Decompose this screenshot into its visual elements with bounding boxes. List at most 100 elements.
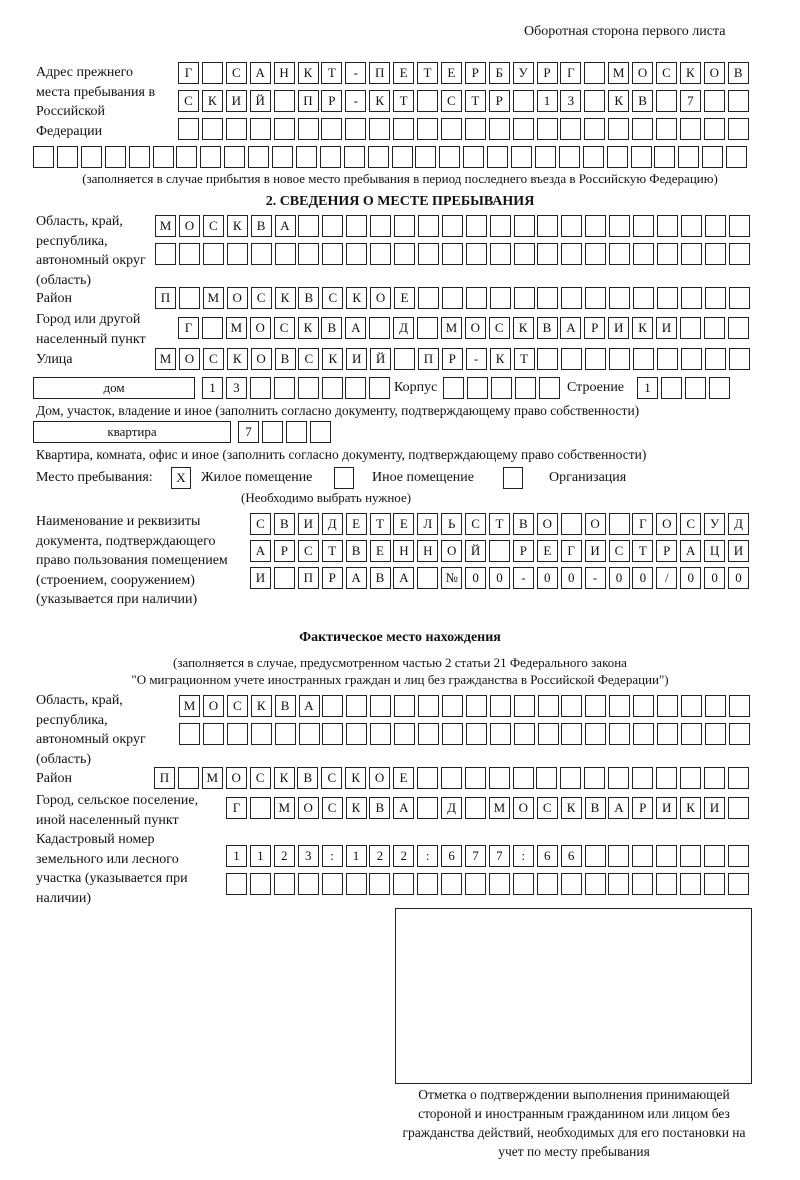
char-cell[interactable] [369,317,391,339]
char-cell[interactable] [465,797,486,819]
char-cell[interactable]: А [274,215,296,237]
char-cell[interactable]: Г [178,62,199,84]
char-cell[interactable] [273,567,295,589]
char-cell[interactable]: 2 [273,845,295,867]
char-cell[interactable]: П [369,62,391,84]
char-cell[interactable] [33,146,54,168]
char-cell[interactable] [727,118,749,140]
char-cell[interactable]: : [321,845,343,867]
char-cell[interactable] [633,348,654,370]
char-cell[interactable] [226,873,247,895]
char-cell[interactable]: 7 [465,845,486,867]
char-cell[interactable] [679,767,701,789]
char-cell[interactable] [680,215,702,237]
char-cell[interactable]: С [440,90,462,112]
char-cell[interactable]: О [250,348,272,370]
char-cell[interactable]: К [560,797,582,819]
char-cell[interactable] [249,377,271,399]
char-cell[interactable]: Д [728,513,749,535]
char-cell[interactable] [680,287,702,309]
char-cell[interactable] [249,118,271,140]
char-cell[interactable] [728,348,750,370]
char-cell[interactable]: С [298,348,320,370]
char-cell[interactable] [584,90,606,112]
char-cell[interactable] [704,287,726,309]
char-cell[interactable] [441,215,463,237]
char-cell[interactable] [345,377,367,399]
char-cell[interactable]: О [584,513,606,535]
char-cell[interactable]: 0 [704,567,726,589]
char-cell[interactable] [394,348,415,370]
char-cell[interactable]: О [178,215,200,237]
char-cell[interactable] [393,873,415,895]
char-cell[interactable]: С [488,317,510,339]
char-cell[interactable] [537,215,559,237]
char-cell[interactable] [417,118,438,140]
char-cell[interactable] [606,146,628,168]
char-cell[interactable] [441,695,463,717]
char-cell[interactable]: Б [488,62,510,84]
char-cell[interactable] [489,243,511,265]
char-cell[interactable]: А [393,797,415,819]
char-cell[interactable]: К [201,90,223,112]
char-cell[interactable] [703,317,725,339]
char-cell[interactable]: 0 [728,567,749,589]
char-cell[interactable]: Г [560,540,582,562]
char-cell[interactable] [224,146,246,168]
house-type-field[interactable]: дом [33,377,195,399]
char-cell[interactable] [680,723,702,745]
char-cell[interactable] [417,287,439,309]
char-cell[interactable]: Р [441,348,463,370]
char-cell[interactable] [322,215,344,237]
char-cell[interactable] [463,146,485,168]
char-cell[interactable] [343,146,365,168]
char-cell[interactable]: К [345,797,367,819]
char-cell[interactable] [465,215,487,237]
char-cell[interactable]: С [321,797,343,819]
char-cell[interactable] [609,348,631,370]
char-cell[interactable] [346,243,368,265]
char-cell[interactable] [633,287,654,309]
apartment-type-field[interactable]: квартира [33,421,231,443]
char-cell[interactable]: А [393,567,415,589]
char-cell[interactable] [80,146,102,168]
char-cell[interactable] [416,767,438,789]
char-cell[interactable] [367,146,389,168]
char-cell[interactable] [534,146,556,168]
char-cell[interactable] [261,421,283,443]
char-cell[interactable]: Й [370,348,392,370]
char-cell[interactable] [728,243,750,265]
char-cell[interactable] [632,118,654,140]
char-cell[interactable] [273,118,295,140]
char-cell[interactable] [560,873,582,895]
char-cell[interactable]: М [273,797,295,819]
char-cell[interactable] [370,723,392,745]
char-cell[interactable] [511,146,532,168]
char-cell[interactable]: : [417,845,439,867]
char-cell[interactable] [657,695,678,717]
char-cell[interactable]: И [225,90,247,112]
char-cell[interactable]: К [369,90,391,112]
char-cell[interactable]: Е [393,62,415,84]
char-cell[interactable] [656,845,678,867]
char-cell[interactable] [321,377,343,399]
char-cell[interactable]: И [250,567,271,589]
char-cell[interactable] [273,873,295,895]
char-cell[interactable] [584,873,606,895]
char-cell[interactable] [488,873,510,895]
char-cell[interactable] [561,287,583,309]
char-cell[interactable] [298,215,320,237]
char-cell[interactable] [561,348,583,370]
char-cell[interactable]: К [226,215,248,237]
char-cell[interactable] [537,348,559,370]
char-cell[interactable]: А [345,567,367,589]
char-cell[interactable]: О [512,797,534,819]
char-cell[interactable]: 1 [536,90,558,112]
char-cell[interactable] [704,215,726,237]
char-cell[interactable] [248,146,270,168]
char-cell[interactable] [178,118,199,140]
char-cell[interactable] [704,873,725,895]
char-cell[interactable]: В [536,317,558,339]
char-cell[interactable]: Р [656,540,678,562]
char-cell[interactable]: : [512,845,534,867]
